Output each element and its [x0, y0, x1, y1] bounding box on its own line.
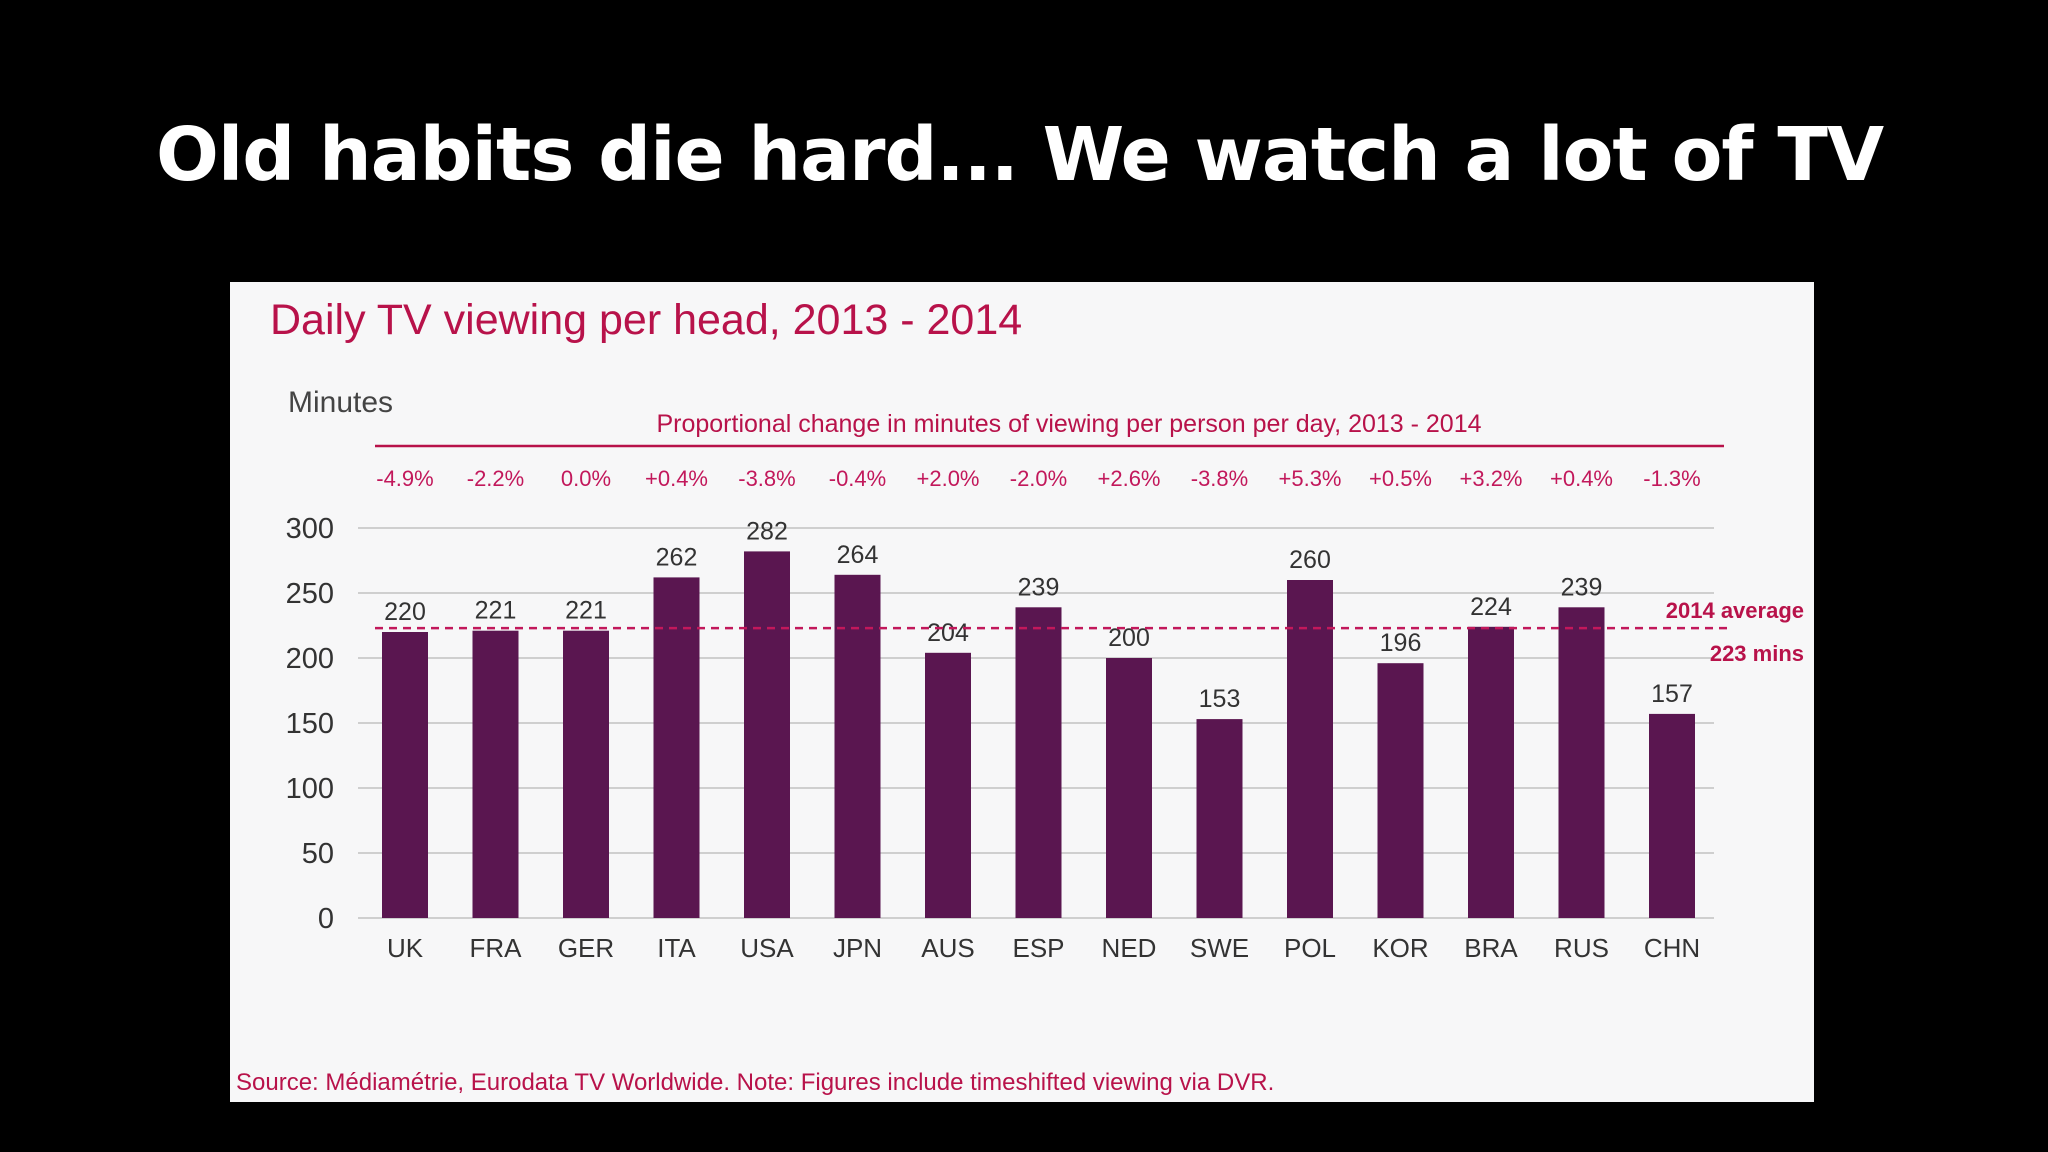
value-label-bra: 224: [1470, 593, 1512, 621]
proportional-change-title: Proportional change in minutes of viewin…: [656, 410, 1481, 438]
x-tick-label: GER: [558, 933, 614, 963]
bar-esp: [1015, 607, 1062, 918]
source-note: Source: Médiamétrie, Eurodata TV Worldwi…: [236, 1069, 1274, 1096]
bar-usa: [744, 551, 790, 918]
bar-swe: [1196, 719, 1243, 918]
proportional-change-label: -2.2%: [467, 466, 524, 491]
x-tick-label: KOR: [1372, 933, 1428, 963]
y-tick-label: 300: [286, 513, 334, 545]
value-label-ita: 262: [656, 543, 698, 571]
y-tick-label: 100: [286, 773, 334, 805]
bar-kor: [1377, 663, 1424, 918]
bar-fra: [472, 630, 519, 918]
value-labels: 220 221 221 262 282 264 204 239 200 153 260 196 224 2…: [384, 517, 1693, 713]
value-label-usa: 282: [746, 517, 788, 545]
x-tick-label: POL: [1284, 933, 1336, 963]
bar-pol: [1287, 580, 1333, 918]
x-tick-label: CHN: [1644, 933, 1700, 963]
x-tick-label: USA: [740, 933, 794, 963]
proportional-change-label: -0.4%: [829, 466, 886, 491]
y-axis-label: Minutes: [288, 386, 393, 419]
proportional-change-label: +2.0%: [917, 466, 980, 491]
y-tick-label: 0: [318, 903, 334, 935]
bar-rus: [1558, 607, 1605, 918]
bar-ned: [1106, 658, 1152, 918]
bar-ger: [563, 630, 609, 918]
value-label-aus: 204: [927, 619, 969, 647]
bar-uk: [382, 632, 428, 918]
proportional-change-label: +0.5%: [1369, 466, 1432, 491]
chart-panel: Daily TV viewing per head, 2013 - 2014 M…: [230, 282, 1814, 1102]
x-tick-label: JPN: [833, 933, 882, 963]
bar-chart: Daily TV viewing per head, 2013 - 2014 M…: [236, 296, 1804, 1096]
value-label-swe: 153: [1199, 685, 1241, 713]
proportional-change-label: -1.3%: [1643, 466, 1700, 491]
bar-aus: [925, 652, 971, 918]
x-tick-label: SWE: [1190, 933, 1249, 963]
proportional-change-label: -3.8%: [738, 466, 795, 491]
y-axis-ticks: 0 50 100 150 200 250 300: [286, 513, 334, 935]
value-label-esp: 239: [1018, 573, 1060, 601]
value-label-rus: 239: [1561, 573, 1603, 601]
average-label: 2014 average: [1666, 598, 1804, 623]
x-tick-label: NED: [1102, 933, 1157, 963]
proportional-change-labels: -4.9% -2.2% 0.0% +0.4% -3.8% -0.4% +2.0% -2.0% +…: [376, 466, 1700, 491]
x-tick-label: FRA: [470, 933, 523, 963]
value-label-uk: 220: [384, 598, 426, 626]
proportional-change-label: +0.4%: [645, 466, 708, 491]
proportional-change-label: 0.0%: [561, 466, 611, 491]
proportional-change-label: -3.8%: [1191, 466, 1248, 491]
x-tick-label: AUS: [921, 933, 974, 963]
bar-ita: [653, 577, 700, 918]
value-label-pol: 260: [1289, 546, 1331, 574]
proportional-change-label: +3.2%: [1460, 466, 1523, 491]
chart-title: Daily TV viewing per head, 2013 - 2014: [270, 296, 1022, 344]
x-tick-label: ESP: [1012, 933, 1064, 963]
x-tick-label: BRA: [1464, 933, 1518, 963]
proportional-change-label: -4.9%: [376, 466, 433, 491]
average-value-label: 223 mins: [1710, 641, 1804, 666]
bars: [382, 551, 1695, 918]
x-tick-label: RUS: [1554, 933, 1609, 963]
x-axis-ticks: UK FRA GER ITA USA JPN AUS ESP NED SWE POL KOR BRA RU…: [387, 933, 1700, 963]
bar-bra: [1468, 626, 1514, 918]
y-tick-label: 150: [286, 708, 334, 740]
value-label-chn: 157: [1651, 680, 1693, 708]
y-tick-label: 250: [286, 578, 334, 610]
value-label-fra: 221: [475, 597, 517, 625]
x-tick-label: ITA: [657, 933, 696, 963]
proportional-change-label: +5.3%: [1279, 466, 1342, 491]
x-tick-label: UK: [387, 933, 424, 963]
value-label-kor: 196: [1380, 629, 1422, 657]
proportional-change-label: -2.0%: [1010, 466, 1067, 491]
slide-title: Old habits die hard... We watch a lot of…: [156, 112, 1884, 198]
y-tick-label: 200: [286, 643, 334, 675]
proportional-change-label: +0.4%: [1550, 466, 1613, 491]
value-label-ger: 221: [565, 597, 607, 625]
bar-chn: [1649, 713, 1695, 918]
value-label-ned: 200: [1108, 624, 1150, 652]
proportional-change-label: +2.6%: [1098, 466, 1161, 491]
value-label-jpn: 264: [837, 541, 879, 569]
y-tick-label: 50: [302, 838, 334, 870]
bar-jpn: [834, 574, 881, 918]
average-line-group: 2014 average 223 mins: [375, 598, 1804, 666]
